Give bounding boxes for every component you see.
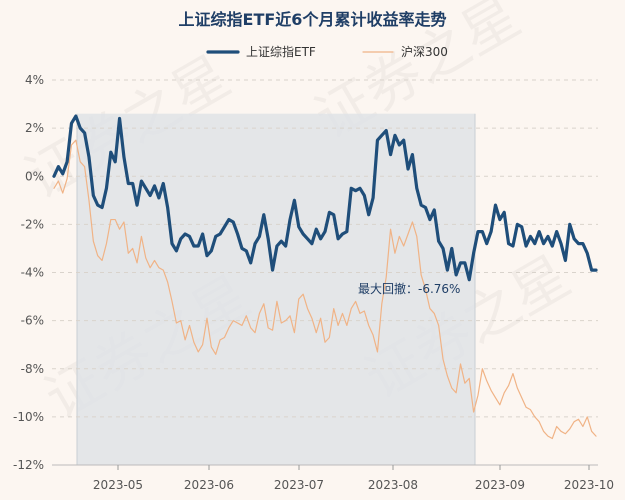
x-tick-label: 2023-09 — [475, 478, 525, 492]
chart-title: 上证综指ETF近6个月累计收益率走势 — [178, 10, 447, 29]
legend-label-etf: 上证综指ETF — [246, 44, 316, 59]
max-drawdown-label: 最大回撤：-6.76% — [358, 281, 460, 296]
series-line-hs300 — [53, 139, 597, 440]
x-tick-label: 2023-08 — [368, 478, 418, 492]
x-tick-label: 2023-05 — [93, 478, 143, 492]
max-drawdown-area — [77, 113, 475, 465]
series-line-etf — [52, 114, 598, 282]
y-tick-label: -8% — [21, 362, 44, 376]
x-tick-label: 2023-10 — [564, 478, 614, 492]
y-tick-label: 2% — [25, 121, 44, 135]
y-tick-label: -4% — [21, 266, 44, 280]
y-tick-label: 0% — [25, 169, 44, 183]
x-tick-label: 2023-06 — [184, 478, 234, 492]
y-tick-label: 4% — [25, 73, 44, 87]
x-tick-label: 2023-07 — [274, 478, 324, 492]
y-tick-label: -6% — [21, 314, 44, 328]
y-tick-label: -12% — [13, 458, 44, 472]
y-tick-label: -2% — [21, 217, 44, 231]
y-tick-label: -10% — [13, 410, 44, 424]
legend-label-hs300: 沪深300 — [401, 45, 448, 59]
